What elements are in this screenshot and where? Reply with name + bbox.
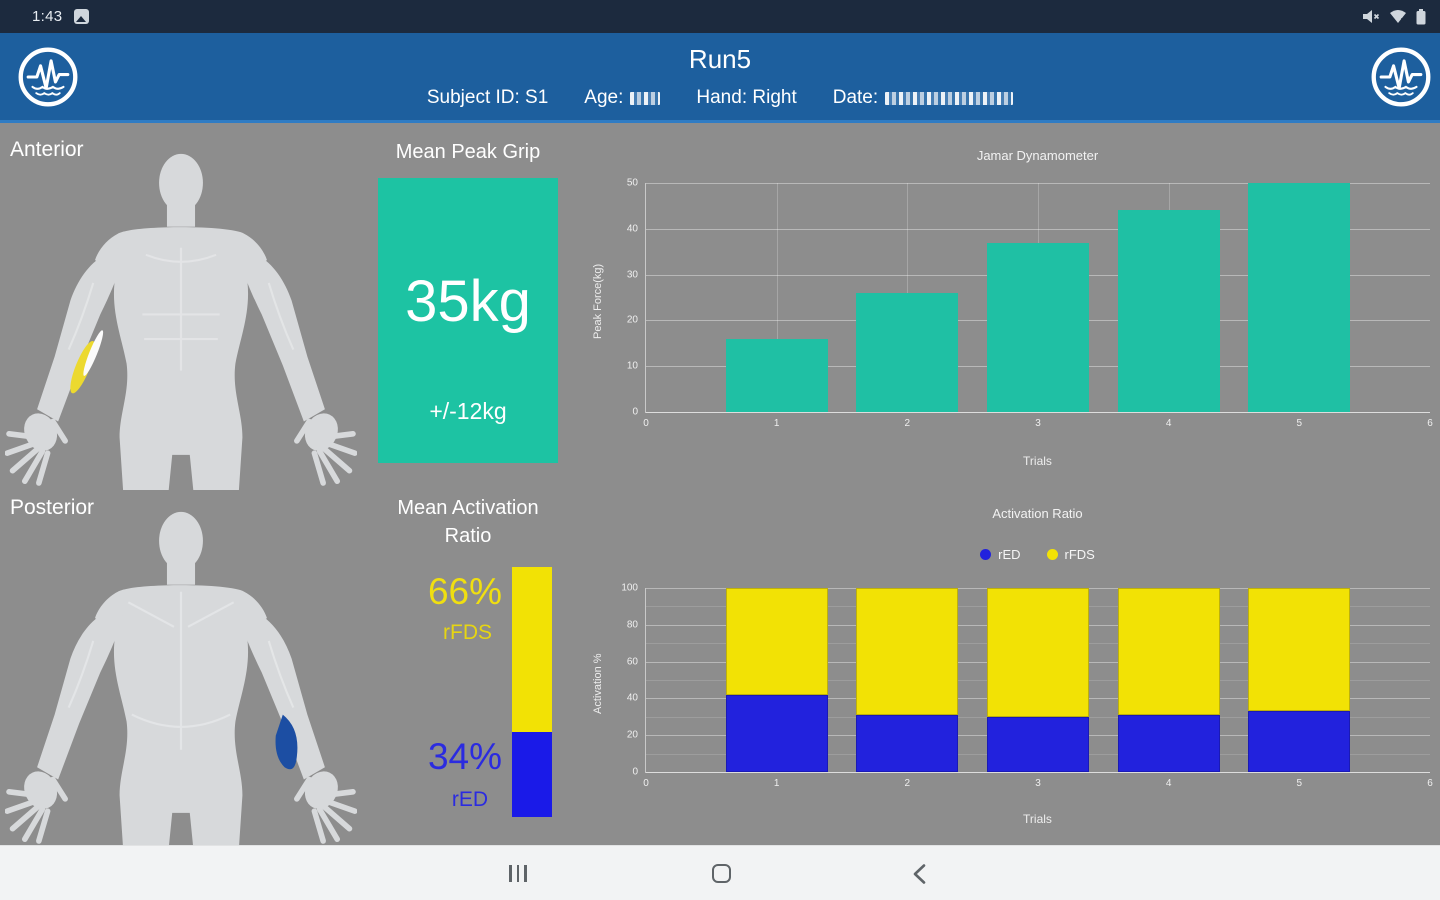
subject-date: Date: [832,87,1014,109]
recents-button[interactable] [478,846,558,900]
mean-peak-grip-box: 35kg +/-12kg [378,178,558,463]
subject-id: Subject ID: S1 [426,87,549,108]
activation-x-axis-label: Trials [1023,812,1052,826]
clock: 1:43 [32,8,63,25]
posterior-muscle-highlight [275,714,298,770]
anterior-body-map [5,153,357,490]
mute-icon [1363,10,1380,23]
app-header: Run5 Subject ID: S1 Age: Hand: Right Dat… [0,33,1440,123]
android-nav-bar [0,845,1440,900]
page-title: Run5 [688,44,752,74]
rfds-bar-segment [512,567,552,732]
red-percentage: 34% [427,736,502,777]
red-bar-segment [512,732,552,817]
activation-chart-legend: rED rFDS [645,547,1430,562]
dynamometer-x-axis-label: Trials [1023,454,1052,468]
subject-hand: Hand: Right [696,87,797,108]
back-icon [913,863,925,884]
age-value-redacted [630,91,661,105]
mean-peak-grip-title: Mean Peak Grip [395,141,541,163]
activation-y-axis-label: Activation % [592,653,604,715]
date-value-redacted [885,91,1014,105]
mean-peak-grip-deviation: +/-12kg [429,398,507,424]
rfds-legend-label: rFDS [1064,547,1095,562]
subject-info-row: Subject ID: S1 Age: Hand: Right Date: [426,87,1014,109]
posterior-body-map [5,511,357,848]
activation-ratio-bar [512,567,552,817]
activation-chart-title: Activation Ratio [992,506,1083,521]
image-notification-icon [74,9,90,24]
red-legend-label: rED [998,547,1021,562]
mean-peak-grip-value: 35kg [405,269,531,334]
rfds-label: rFDS [443,621,492,644]
recents-icon [509,865,527,882]
mean-activation-ratio-title: Mean Activation Ratio [397,497,539,547]
dynamometer-bar-chart: 0 10 20 30 40 50 0 1 2 3 4 5 6 [626,177,1433,430]
activation-stacked-bar-chart: 0 20 40 60 80 100 0 1 2 3 4 5 6 [621,582,1433,790]
home-icon [711,864,731,883]
main-content: Anterior [0,126,1440,848]
rfds-percentage: 66% [427,571,502,612]
dynamometer-y-axis-label: Peak Force(kg) [592,263,604,339]
legend-item-red: rED [980,547,1021,562]
posterior-label: Posterior [10,496,95,519]
app-logo-icon [18,47,78,107]
red-legend-dot [980,549,992,560]
status-bar: 1:43 [0,0,1440,33]
anterior-label: Anterior [10,138,84,161]
date-label: Date: [832,87,879,108]
app-logo-icon [1371,47,1431,107]
back-button[interactable] [879,846,959,900]
rfds-legend-dot [1046,549,1058,560]
red-label: rED [451,788,488,811]
legend-item-rfds: rFDS [1046,547,1095,562]
subject-age: Age: [584,87,661,109]
dynamometer-chart-title: Jamar Dynamometer [976,148,1099,163]
wifi-icon [1390,10,1406,24]
age-label: Age: [584,87,624,108]
battery-icon [1416,8,1426,24]
home-button[interactable] [681,846,761,900]
